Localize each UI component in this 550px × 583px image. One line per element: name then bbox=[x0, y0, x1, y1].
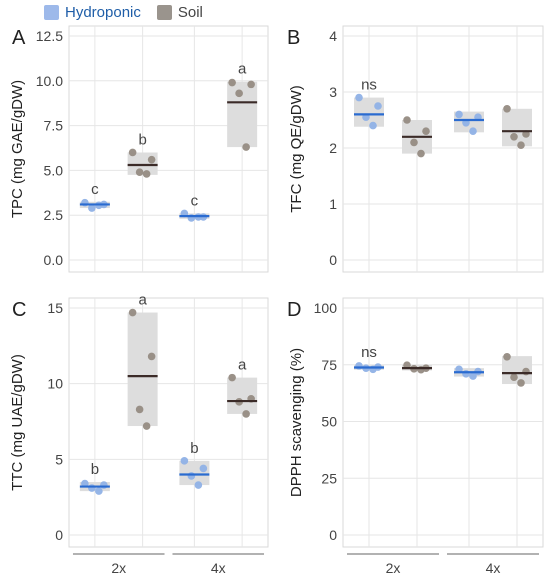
panel-c-data-point bbox=[180, 457, 189, 465]
panel-a-significance-letter: c bbox=[91, 181, 99, 198]
panel-c-data-point bbox=[128, 308, 137, 317]
panel-a-significance-letter: b bbox=[138, 131, 146, 148]
panel-c-label: C bbox=[12, 299, 26, 321]
panel-a-ytick-label: 0.0 bbox=[44, 252, 64, 268]
panel-b-range-box bbox=[354, 97, 384, 127]
panel-b-data-point bbox=[369, 121, 377, 130]
panel-b-ytick-label: 1 bbox=[329, 196, 337, 212]
panel-c-significance-letter: a bbox=[238, 357, 247, 374]
panel-b-data-point bbox=[417, 149, 425, 158]
panel-c-significance-letter: b bbox=[190, 440, 198, 457]
panel-c-significance-letter: b bbox=[91, 461, 99, 478]
panel-b-ylabel: TFC (mg QE/gDW) bbox=[288, 85, 305, 213]
panel-b-data-point bbox=[403, 116, 411, 124]
panel-c-data-point bbox=[88, 484, 96, 492]
panel-d-significance-letter: ns bbox=[361, 344, 377, 361]
panel-c-ytick-label: 10 bbox=[47, 376, 63, 392]
panel-b-ytick-label: 0 bbox=[329, 252, 337, 268]
panel-b-data-point bbox=[410, 138, 418, 147]
panel-a-frame bbox=[68, 25, 269, 273]
panel-c-ytick-label: 0 bbox=[55, 527, 63, 543]
panel-a-data-point bbox=[135, 168, 144, 176]
panel-b-ytick-label: 2 bbox=[329, 140, 337, 156]
panel-b-significance-letter: ns bbox=[361, 77, 377, 94]
panel-a-data-point bbox=[242, 143, 250, 151]
legend-swatch-soil bbox=[156, 4, 172, 20]
panel-c-ytick-label: 5 bbox=[55, 451, 63, 467]
panel-c-category-label: 2x bbox=[111, 560, 126, 576]
panel-d-label: D bbox=[287, 299, 301, 321]
panel-a-ytick-label: 10.0 bbox=[36, 73, 63, 89]
panel-b-data-point bbox=[355, 93, 363, 102]
panel-a-label: A bbox=[12, 27, 26, 49]
panel-d-data-point bbox=[469, 372, 477, 380]
legend: Hydroponic Soil bbox=[44, 2, 219, 22]
panel-b-data-point bbox=[469, 127, 477, 135]
panel-c-frame bbox=[68, 297, 269, 548]
panel-b-ytick-label: 4 bbox=[329, 28, 337, 44]
panel-a-data-point bbox=[247, 80, 255, 89]
panel-b-data-point bbox=[503, 105, 511, 113]
panel-c-significance-letter: a bbox=[138, 292, 147, 309]
legend-label-soil: Soil bbox=[177, 3, 203, 21]
panel-c-data-point bbox=[194, 481, 203, 489]
panel-a-ylabel: TPC (mg GAE/gDW) bbox=[9, 80, 26, 218]
panel-a-ytick-label: 12.5 bbox=[36, 28, 63, 44]
panel-a-significance-letter: a bbox=[238, 61, 247, 78]
panel-d-data-point bbox=[510, 373, 518, 382]
panel-a-data-point bbox=[142, 170, 151, 178]
legend-item-soil: Soil bbox=[156, 3, 203, 21]
panel-a-ytick-label: 5.0 bbox=[44, 162, 64, 178]
panel-c-category-label: 4x bbox=[211, 560, 226, 576]
panel-d-frame bbox=[342, 297, 544, 548]
panel-b-ytick-label: 3 bbox=[329, 84, 337, 100]
panel-b-range-box bbox=[502, 108, 532, 147]
panel-c-data-point bbox=[242, 410, 250, 418]
panel-c-data-point bbox=[100, 481, 108, 489]
panel-b-label: B bbox=[287, 27, 300, 49]
panel-a-significance-letter: c bbox=[191, 192, 199, 209]
legend-label-hydroponic: Hydroponic bbox=[65, 3, 141, 21]
panel-a-data-point bbox=[88, 204, 96, 212]
panel-c-data-point bbox=[142, 422, 151, 430]
panel-b-data-point bbox=[517, 141, 525, 149]
panel-d-data-point bbox=[503, 353, 511, 361]
panel-d-ytick-label: 0 bbox=[329, 527, 337, 543]
panel-d-category-label: 4x bbox=[486, 560, 501, 576]
panel-c-ylabel: TTC (mg UAE/gDW) bbox=[9, 354, 26, 491]
panel-a-data-point bbox=[235, 89, 243, 98]
panel-b-frame bbox=[342, 25, 544, 273]
panel-d-ylabel: DPPH scavenging (%) bbox=[288, 348, 305, 497]
panel-a-data-point bbox=[228, 78, 236, 87]
panel-b-data-point bbox=[455, 110, 463, 119]
panel-d-ytick-label: 100 bbox=[314, 300, 338, 316]
panel-d-data-point bbox=[517, 379, 525, 387]
panel-a-ytick-label: 2.5 bbox=[44, 207, 64, 223]
legend-swatch-hydroponic bbox=[44, 4, 59, 20]
panel-c-data-point bbox=[147, 352, 156, 361]
panel-d-ytick-label: 25 bbox=[321, 470, 337, 486]
panel-c-data-point bbox=[135, 405, 144, 414]
panel-b-data-point bbox=[510, 133, 518, 141]
panel-c-ytick-label: 15 bbox=[47, 300, 63, 316]
panel-b-data-point bbox=[374, 102, 382, 110]
panel-c-data-point bbox=[187, 472, 196, 480]
panel-c-data-point bbox=[95, 487, 103, 495]
panel-d-ytick-label: 75 bbox=[321, 357, 337, 373]
panel-b-data-point bbox=[422, 127, 430, 135]
legend-item-hydroponic: Hydroponic bbox=[44, 4, 141, 21]
panel-c-data-point bbox=[199, 464, 208, 473]
panel-a-data-point bbox=[147, 155, 156, 164]
panel-a-ytick-label: 7.5 bbox=[44, 118, 64, 134]
panel-d-category-label: 2x bbox=[386, 560, 401, 576]
panel-d-ytick-label: 50 bbox=[321, 414, 337, 430]
panel-c-data-point bbox=[81, 479, 89, 488]
panel-c-data-point bbox=[228, 373, 236, 382]
panel-a-data-point bbox=[128, 148, 137, 157]
